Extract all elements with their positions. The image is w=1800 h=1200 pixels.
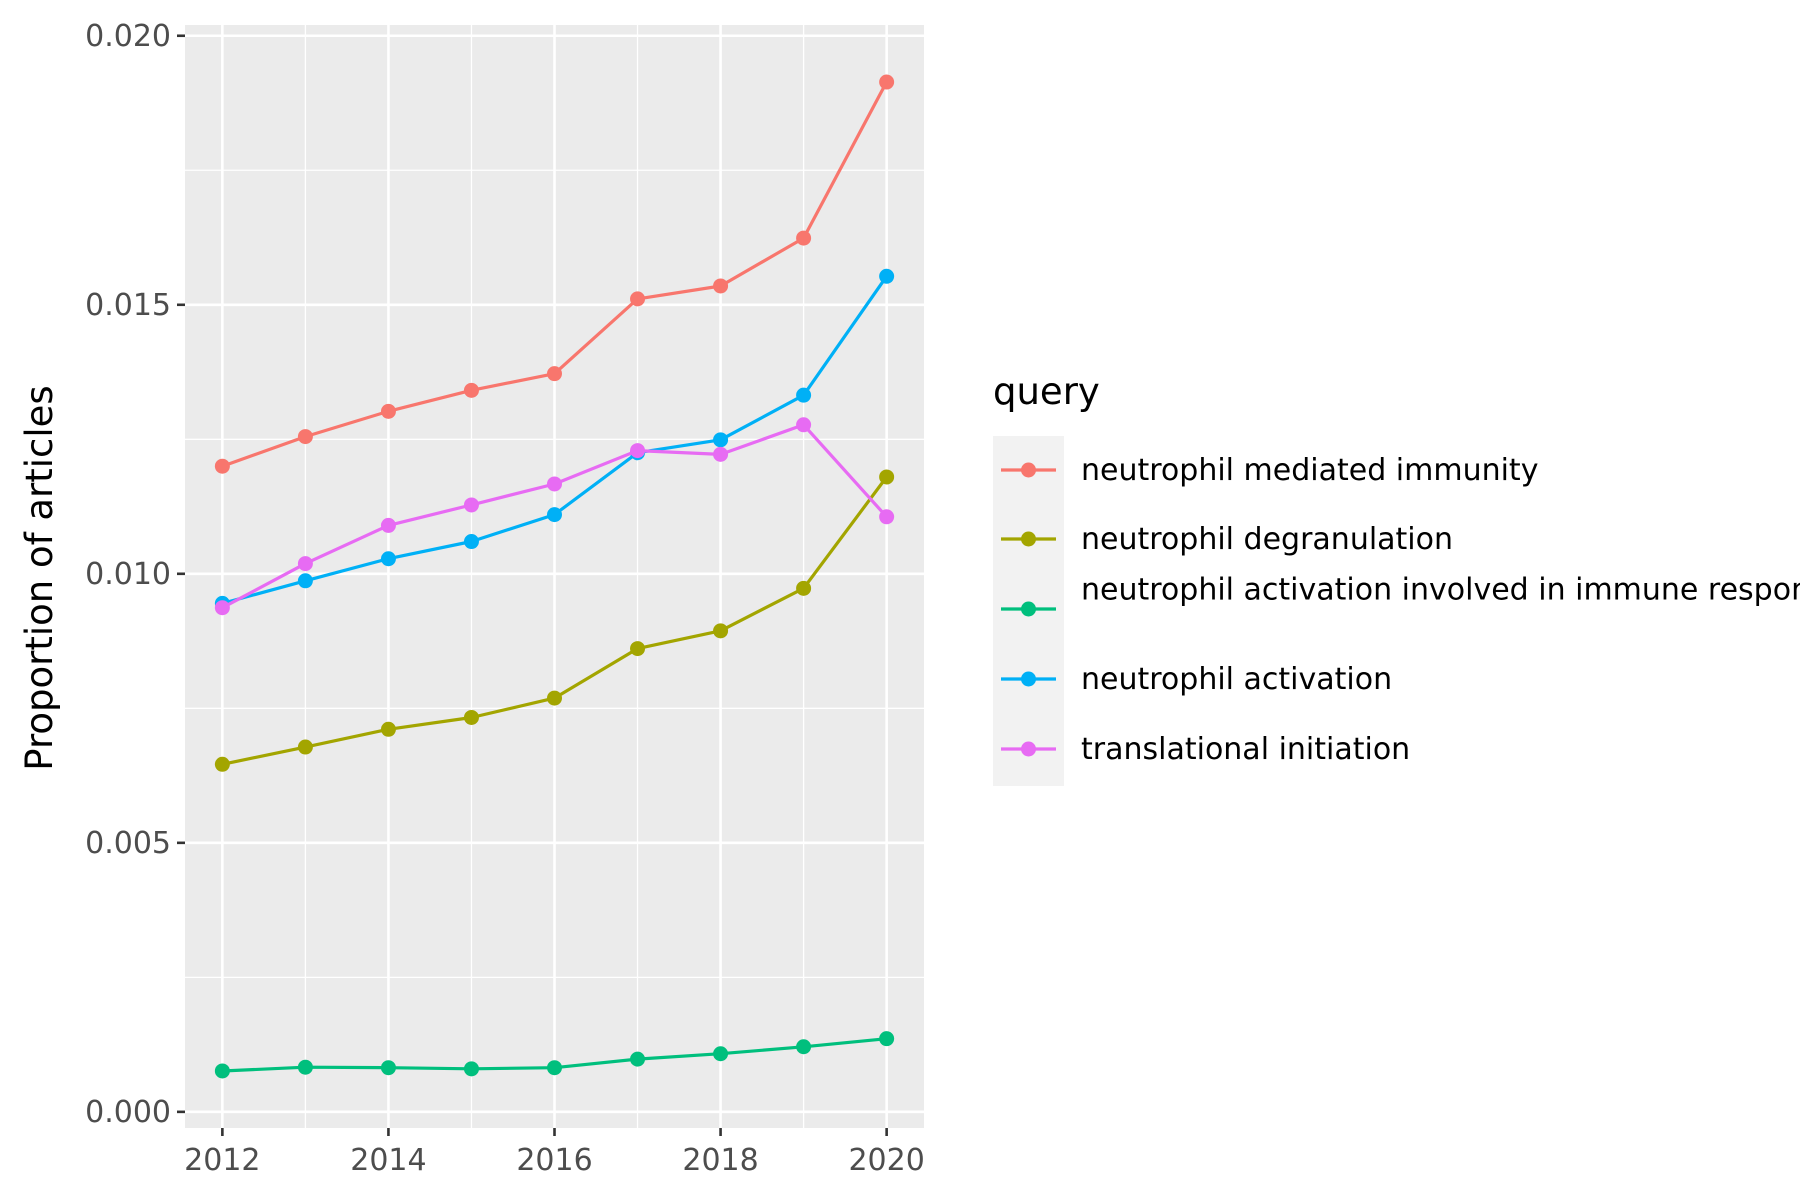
data-point: [380, 403, 396, 419]
legend-label: neutrophil mediated immunity: [1081, 453, 1538, 488]
data-point: [463, 382, 479, 398]
data-point: [713, 278, 729, 294]
data-point: [879, 509, 895, 525]
legend-title: query: [993, 370, 1100, 413]
x-tick-label: 2012: [184, 1143, 260, 1178]
data-point: [380, 551, 396, 567]
data-point: [796, 417, 812, 433]
data-point: [630, 1051, 646, 1067]
data-point: [547, 366, 562, 382]
data-point: [713, 1046, 729, 1062]
legend-key-point: [1021, 531, 1036, 547]
y-axis-title: Proportion of articles: [18, 385, 61, 770]
legend-label: neutrophil activation involved in immune…: [1081, 573, 1800, 608]
legend-key-point: [1021, 462, 1036, 478]
data-point: [297, 573, 313, 589]
data-point: [796, 387, 812, 403]
data-point: [380, 517, 396, 533]
data-point: [630, 641, 646, 657]
y-tick-label: 0.005: [85, 826, 171, 861]
data-point: [713, 446, 729, 462]
data-point: [713, 623, 729, 639]
data-point: [297, 739, 313, 755]
data-point: [879, 469, 895, 485]
legend-key-point: [1021, 671, 1036, 687]
data-point: [630, 443, 646, 459]
data-point: [463, 497, 479, 513]
legend-key-point: [1021, 741, 1036, 757]
axes-layer: 0.000 0.005 0.010 0.015 0.020 2012 2014 2016 201…: [85, 19, 925, 1178]
y-tick-label: 0.020: [85, 19, 171, 54]
x-tick-label: 2016: [516, 1143, 592, 1178]
data-point: [547, 476, 562, 492]
data-point: [214, 756, 230, 772]
x-tick-label: 2018: [682, 1143, 758, 1178]
legend: query neutrophil mediated immunity neutro…: [993, 370, 1800, 786]
y-tick-label: 0.000: [85, 1095, 171, 1130]
data-point: [713, 432, 729, 448]
legend-label: neutrophil degranulation: [1081, 522, 1453, 557]
data-point: [214, 458, 230, 474]
series-layer: [214, 74, 895, 1079]
legend-label: translational initiation: [1081, 732, 1410, 767]
legend-label: neutrophil activation: [1081, 662, 1392, 697]
data-point: [547, 690, 562, 706]
data-point: [380, 721, 396, 737]
data-point: [214, 1063, 230, 1079]
grid-major: [185, 25, 924, 1128]
data-point: [380, 1060, 396, 1076]
data-point: [879, 74, 895, 90]
data-point: [547, 1060, 562, 1076]
data-point: [796, 1039, 812, 1055]
data-point: [463, 534, 479, 550]
data-point: [796, 230, 812, 246]
x-tick-label: 2014: [350, 1143, 426, 1178]
data-point: [879, 268, 895, 284]
data-point: [796, 580, 812, 596]
data-point: [463, 709, 479, 725]
data-point: [630, 291, 646, 307]
data-point: [879, 1031, 895, 1047]
data-point: [297, 1059, 313, 1075]
data-point: [463, 1061, 479, 1077]
legend-key-point: [1021, 601, 1036, 617]
y-tick-label: 0.010: [85, 557, 171, 592]
data-point: [297, 556, 313, 572]
data-point: [547, 507, 562, 523]
x-tick-label: 2020: [848, 1143, 924, 1178]
data-point: [214, 600, 230, 616]
y-tick-label: 0.015: [85, 288, 171, 323]
data-point: [297, 429, 313, 445]
